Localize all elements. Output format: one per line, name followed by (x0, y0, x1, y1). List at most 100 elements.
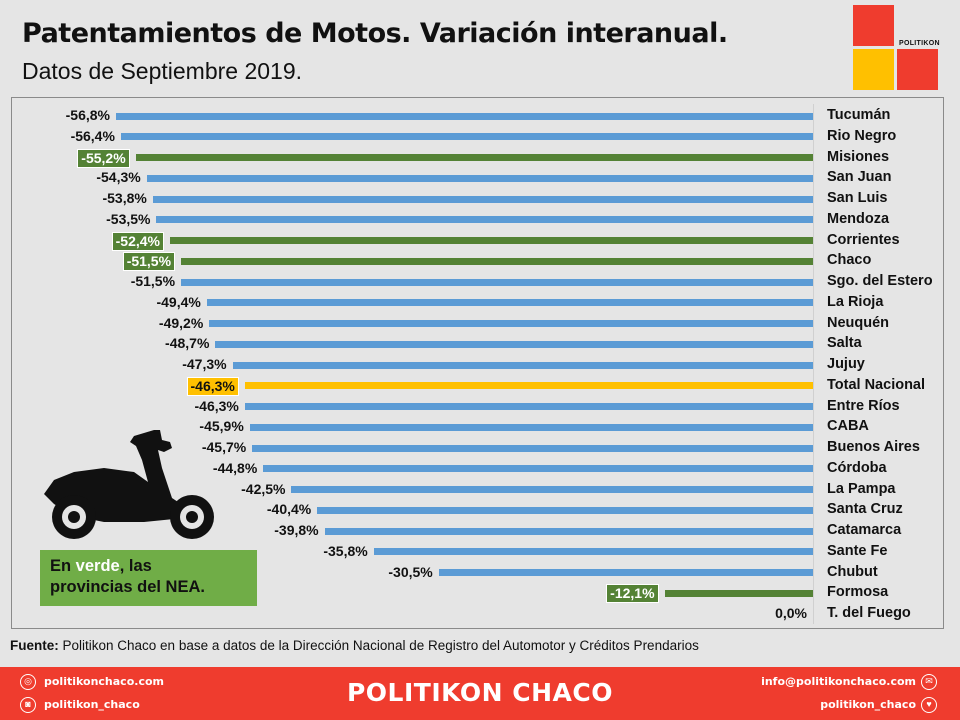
value-label: -52,4% (111, 231, 164, 251)
bar-15 (249, 423, 813, 431)
scooter-icon (44, 430, 214, 539)
footer-brand: POLITIKON CHACO (346, 678, 613, 707)
bar-6 (169, 237, 813, 244)
value-label: -47,3% (182, 356, 227, 372)
value-label: 0,0% (775, 605, 807, 621)
bar-10 (209, 320, 813, 327)
note-highlight: verde (75, 557, 120, 575)
bar-21 (373, 548, 813, 556)
category-label: Catamarca (827, 522, 902, 538)
category-label: Entre Ríos (827, 397, 900, 414)
value-label: -45,9% (199, 418, 244, 435)
bar-0 (116, 112, 813, 120)
category-label: Córdoba (827, 459, 887, 476)
politikon-logo: POLITIKON (852, 4, 942, 92)
value-label: -51,5% (122, 252, 176, 272)
category-label: La Rioja (827, 293, 884, 310)
bar-9 (206, 299, 813, 307)
category-label: Buenos Aires (827, 439, 920, 455)
source-text: Politikon Chaco en base a datos de la Di… (58, 638, 699, 653)
value-label: -30,5% (388, 563, 433, 580)
footer-instagram[interactable]: politikon_chaco (44, 698, 140, 711)
value-label: -51,5% (130, 273, 176, 289)
value-label: -42,5% (241, 480, 286, 497)
instagram-icon: ◙ (20, 697, 36, 713)
twitter-icon: ♥ (921, 697, 937, 713)
category-label: Sgo. del Estero (827, 273, 933, 289)
logo-square-red-bottom (897, 49, 938, 90)
value-label: -46,3% (186, 376, 239, 396)
bar-23 (664, 589, 813, 597)
zero-axis-line (813, 104, 814, 624)
category-label: Formosa (827, 584, 889, 601)
category-label: Sante Fe (827, 542, 888, 559)
value-label: -45,7% (201, 439, 247, 455)
value-label: -56,4% (70, 127, 115, 144)
category-label: CABA (827, 418, 869, 435)
bar-22 (438, 569, 813, 576)
category-label: San Juan (827, 169, 892, 186)
category-label: Salta (827, 335, 862, 352)
bar-14 (244, 403, 813, 410)
footer-website[interactable]: politikonchaco.com (44, 675, 164, 688)
legend-note: En verde, las provincias del NEA. (40, 550, 257, 606)
value-label: -53,5% (106, 210, 151, 227)
bar-16 (252, 444, 813, 452)
category-label: Corrientes (827, 231, 900, 248)
bar-3 (146, 174, 813, 182)
value-label: -44,8% (212, 459, 258, 476)
category-label: Neuquén (827, 314, 890, 331)
footer-twitter[interactable]: politikon_chaco (820, 698, 916, 711)
bar-11 (215, 340, 813, 348)
source-label: Fuente: (10, 638, 59, 653)
category-label: Jujuy (827, 356, 865, 372)
logo-square-yellow (853, 49, 894, 90)
bar-8 (181, 278, 813, 286)
category-label: San Luis (827, 190, 888, 206)
value-label: -12,1% (606, 584, 659, 604)
page-title: Patentamientos de Motos. Variación inter… (22, 18, 728, 49)
dribbble-globe-icon: ◎ (20, 674, 36, 690)
bar-17 (263, 465, 813, 473)
bar-18 (291, 486, 813, 493)
value-label: -54,3% (96, 169, 141, 186)
category-label: Tucumán (827, 107, 891, 123)
value-label: -48,7% (165, 335, 210, 352)
bar-7 (181, 257, 813, 265)
value-label: -53,8% (102, 190, 147, 206)
bar-4 (152, 195, 813, 203)
bar-13 (244, 382, 813, 390)
value-label: -56,8% (65, 107, 110, 123)
bar-1 (120, 133, 813, 141)
value-label: -46,3% (194, 397, 239, 414)
category-label: Mendoza (827, 210, 890, 227)
page-subtitle: Datos de Septiembre 2019. (22, 58, 303, 84)
value-label: -40,4% (266, 501, 312, 518)
note-line2: provincias del NEA. (50, 578, 205, 596)
category-label: T. del Fuego (827, 605, 911, 621)
chart-frame (11, 97, 944, 629)
category-label: Total Nacional (827, 376, 926, 393)
value-label: -49,2% (158, 314, 204, 331)
value-label: -35,8% (323, 542, 368, 559)
email-icon: ✉ (921, 674, 937, 690)
footer-bar: ◎ politikonchaco.com ◙ politikon_chaco P… (0, 667, 960, 720)
bar-19 (317, 506, 813, 514)
category-label: Chaco (827, 252, 872, 269)
category-label: Santa Cruz (827, 501, 903, 518)
note-suffix: , las (119, 557, 152, 575)
category-label: Rio Negro (827, 127, 897, 144)
category-label: Misiones (827, 148, 890, 165)
source-note: Fuente: Politikon Chaco en base a datos … (10, 638, 699, 653)
category-label: Chubut (827, 563, 878, 580)
value-label: -55,2% (77, 148, 130, 168)
footer-email[interactable]: info@politikonchaco.com (761, 675, 916, 688)
logo-text: POLITIKON (899, 40, 940, 47)
value-label: -49,4% (156, 293, 201, 310)
bar-2 (135, 154, 813, 161)
bar-12 (232, 361, 813, 369)
logo-square-red-top (853, 5, 894, 46)
bar-20 (324, 527, 813, 535)
category-label: La Pampa (827, 480, 896, 497)
